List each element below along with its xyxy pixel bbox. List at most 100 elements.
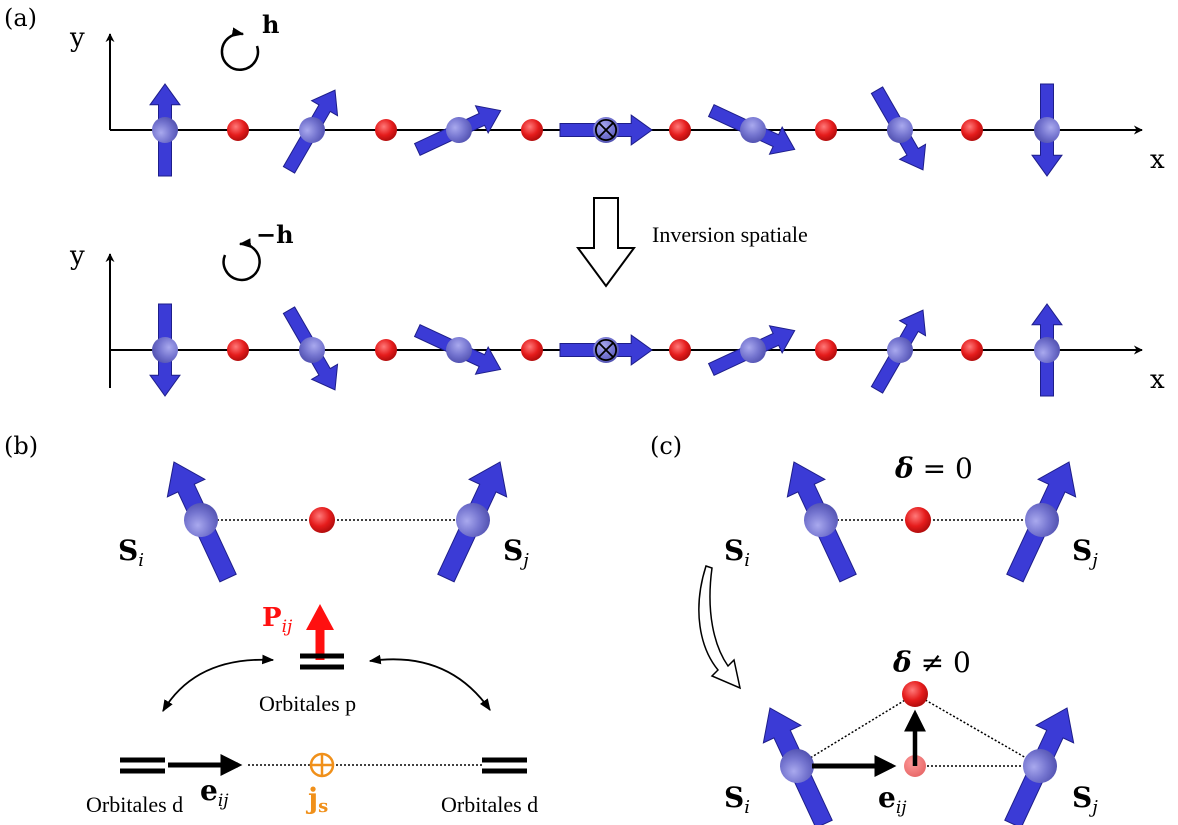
spin-i-label-c-bottom: Si xyxy=(724,781,750,818)
delta-nonzero-label: δ ≠ 0 xyxy=(892,646,971,679)
spin-4 xyxy=(559,334,653,366)
spin-5 xyxy=(707,325,796,376)
spin-i xyxy=(166,461,237,583)
spin-1 xyxy=(149,83,181,177)
magnetic-ion xyxy=(1025,503,1059,537)
top-x-label: x xyxy=(1150,145,1165,175)
inversion-label: Inversion spatiale xyxy=(652,222,808,247)
into-page-symbol-icon xyxy=(594,338,618,362)
magnetic-ion xyxy=(887,117,913,143)
magnetic-ion xyxy=(152,337,178,363)
top-spin-arrows xyxy=(149,83,1063,177)
anion-atom xyxy=(905,507,931,533)
orbitals-d-left-label: Orbitales d xyxy=(86,792,183,817)
panel-label-c: (c) xyxy=(650,432,682,460)
polarization-label: Pij xyxy=(262,603,293,637)
magnetic-ion xyxy=(1034,337,1060,363)
magnetic-ion xyxy=(152,117,178,143)
spin-j xyxy=(1004,707,1075,825)
spin-i-label-c-top: Si xyxy=(724,534,750,571)
magnetic-ion xyxy=(1023,749,1057,783)
anion-atom xyxy=(521,339,543,361)
magnetic-ion xyxy=(456,503,490,537)
magnetic-ion xyxy=(299,117,325,143)
bottom-y-label: y xyxy=(69,241,85,271)
magnetic-ion xyxy=(299,337,325,363)
anion-atom xyxy=(521,119,543,141)
panel-c-top-spins xyxy=(786,461,1077,583)
spin-j xyxy=(437,461,508,583)
anion-atom xyxy=(309,507,335,533)
spin-2 xyxy=(282,306,339,391)
bond-vector-label-c: eij xyxy=(878,781,907,818)
spin-3 xyxy=(413,324,502,375)
anion-atom xyxy=(227,119,249,141)
cross-line xyxy=(598,342,614,358)
bond-vector-label-b: eij xyxy=(200,774,229,811)
magnetic-ion xyxy=(740,117,766,143)
hopping-arrow-left-icon xyxy=(162,654,275,713)
spin-j xyxy=(1006,461,1077,583)
top-chain: y x h xyxy=(69,10,1165,177)
spin-6 xyxy=(870,309,927,394)
polarization-arrowhead xyxy=(306,604,334,630)
spin-2 xyxy=(282,89,339,174)
spin-i xyxy=(786,461,857,583)
top-y-label: y xyxy=(69,23,85,53)
spin-current-label: js xyxy=(305,782,328,817)
bond-dotted-c-left xyxy=(796,693,916,767)
bottom-rotation-label: −h xyxy=(256,220,294,249)
spin-7 xyxy=(1031,303,1063,397)
panel-b-spins xyxy=(166,461,508,583)
spin-j-label-b: Sj xyxy=(503,534,529,571)
spin-1 xyxy=(149,303,181,397)
spin-5 xyxy=(707,104,796,155)
reverse-rotation-arrow-icon xyxy=(222,238,261,282)
panel-label-a: (a) xyxy=(4,4,37,32)
displacement-arrow-icon xyxy=(698,565,742,690)
anion-atom xyxy=(815,119,837,141)
bond-dotted-c-right xyxy=(914,693,1041,767)
anion-atom xyxy=(669,339,691,361)
bottom-x-label: x xyxy=(1150,365,1165,395)
spin-j-label-c-bottom: Sj xyxy=(1072,781,1098,818)
anion-atom xyxy=(961,339,983,361)
anion-atom xyxy=(961,119,983,141)
panel-label-b: (b) xyxy=(4,432,38,460)
anion-atom xyxy=(375,339,397,361)
spin-7 xyxy=(1031,83,1063,177)
magnetic-ion xyxy=(1034,117,1060,143)
spin-i xyxy=(762,707,833,825)
magnetic-ion xyxy=(887,337,913,363)
hopping-arrow-right-icon xyxy=(368,654,491,711)
into-page-symbol-icon xyxy=(594,118,618,142)
cross-line xyxy=(598,122,614,138)
magnetic-ion xyxy=(804,503,838,537)
top-anion-atoms xyxy=(227,119,983,141)
bottom-chain: y x −h xyxy=(69,220,1165,397)
spin-i-label-b: Si xyxy=(118,534,144,571)
bottom-spin-arrows xyxy=(149,303,1063,397)
top-rotation-label: h xyxy=(262,10,279,39)
anion-atom xyxy=(815,339,837,361)
spin-4 xyxy=(559,114,653,146)
spin-3 xyxy=(413,105,502,156)
orbitals-d-right-label: Orbitales d xyxy=(441,792,538,817)
anion-atom xyxy=(902,681,928,707)
magnetic-ion xyxy=(780,749,814,783)
anion-atom xyxy=(375,119,397,141)
magnetic-ion xyxy=(184,503,218,537)
magnetic-ion xyxy=(446,117,472,143)
spin-j-label-c-top: Sj xyxy=(1072,534,1098,571)
magnetic-ion xyxy=(446,337,472,363)
bottom-anion-atoms xyxy=(227,339,983,361)
anion-atom xyxy=(669,119,691,141)
inversion-arrow-icon xyxy=(576,197,636,288)
panel-c-bottom-spins xyxy=(762,681,1075,825)
spin-6 xyxy=(870,86,927,171)
delta-zero-label: δ = 0 xyxy=(894,452,973,485)
anion-atom xyxy=(227,339,249,361)
magnetic-ion xyxy=(740,337,766,363)
rotation-arrow-icon xyxy=(220,27,260,71)
